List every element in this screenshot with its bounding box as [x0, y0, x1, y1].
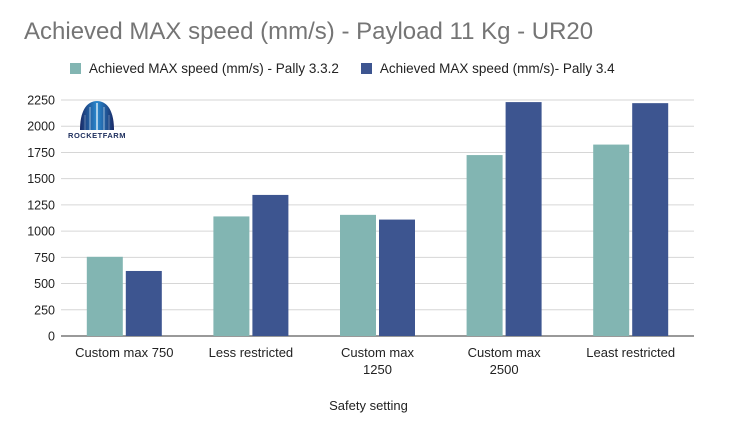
y-tick-label: 250: [34, 303, 55, 317]
y-tick-label: 1000: [27, 225, 55, 239]
rocketfarm-logo: ROCKETFARM: [66, 97, 128, 143]
legend-swatch-pally-34: [360, 63, 372, 74]
y-tick-label: 2250: [27, 94, 55, 108]
rocketfarm-logo-icon: [80, 101, 114, 130]
legend: Achieved MAX speed (mm/s) - Pally 3.3.2 …: [70, 61, 637, 76]
x-tick-label: Custom max 1250: [341, 345, 414, 377]
legend-item-pally-34: Achieved MAX speed (mm/s)- Pally 3.4: [360, 61, 615, 76]
legend-item-pally-332: Achieved MAX speed (mm/s) - Pally 3.3.2: [70, 61, 339, 76]
bar-pally-34: [505, 102, 542, 336]
x-tick-label: Custom max 2500: [468, 345, 541, 377]
bar-pally-34: [632, 103, 669, 336]
x-axis-label: Safety setting: [329, 398, 408, 413]
y-tick-label: 2000: [27, 120, 55, 134]
x-tick-label: Least restricted: [586, 345, 675, 360]
bar-pally-332: [213, 216, 250, 336]
y-tick-label: 750: [34, 251, 55, 265]
bar-pally-332: [340, 214, 376, 336]
bar-pally-332: [466, 155, 503, 336]
x-tick-label: Custom max 750: [75, 345, 173, 360]
bar-pally-332: [86, 256, 123, 336]
legend-label-pally-332: Achieved MAX speed (mm/s) - Pally 3.3.2: [89, 61, 339, 76]
bar-pally-34: [125, 270, 162, 336]
legend-swatch-pally-332: [70, 63, 81, 74]
y-tick-label: 1250: [27, 198, 55, 212]
y-tick-label: 0: [48, 330, 55, 344]
legend-label-pally-34: Achieved MAX speed (mm/s)- Pally 3.4: [379, 61, 615, 76]
x-tick-label: Less restricted: [209, 345, 294, 360]
y-tick-label: 500: [34, 277, 55, 291]
bar-pally-332: [593, 144, 630, 336]
chart-title: Achieved MAX speed (mm/s) - Payload 11 K…: [24, 18, 594, 45]
bar-pally-34: [252, 194, 289, 336]
y-tick-label: 1750: [27, 146, 55, 160]
logo-text: ROCKETFARM: [68, 131, 126, 140]
y-tick-label: 1500: [27, 172, 55, 186]
bar-pally-34: [379, 219, 415, 336]
